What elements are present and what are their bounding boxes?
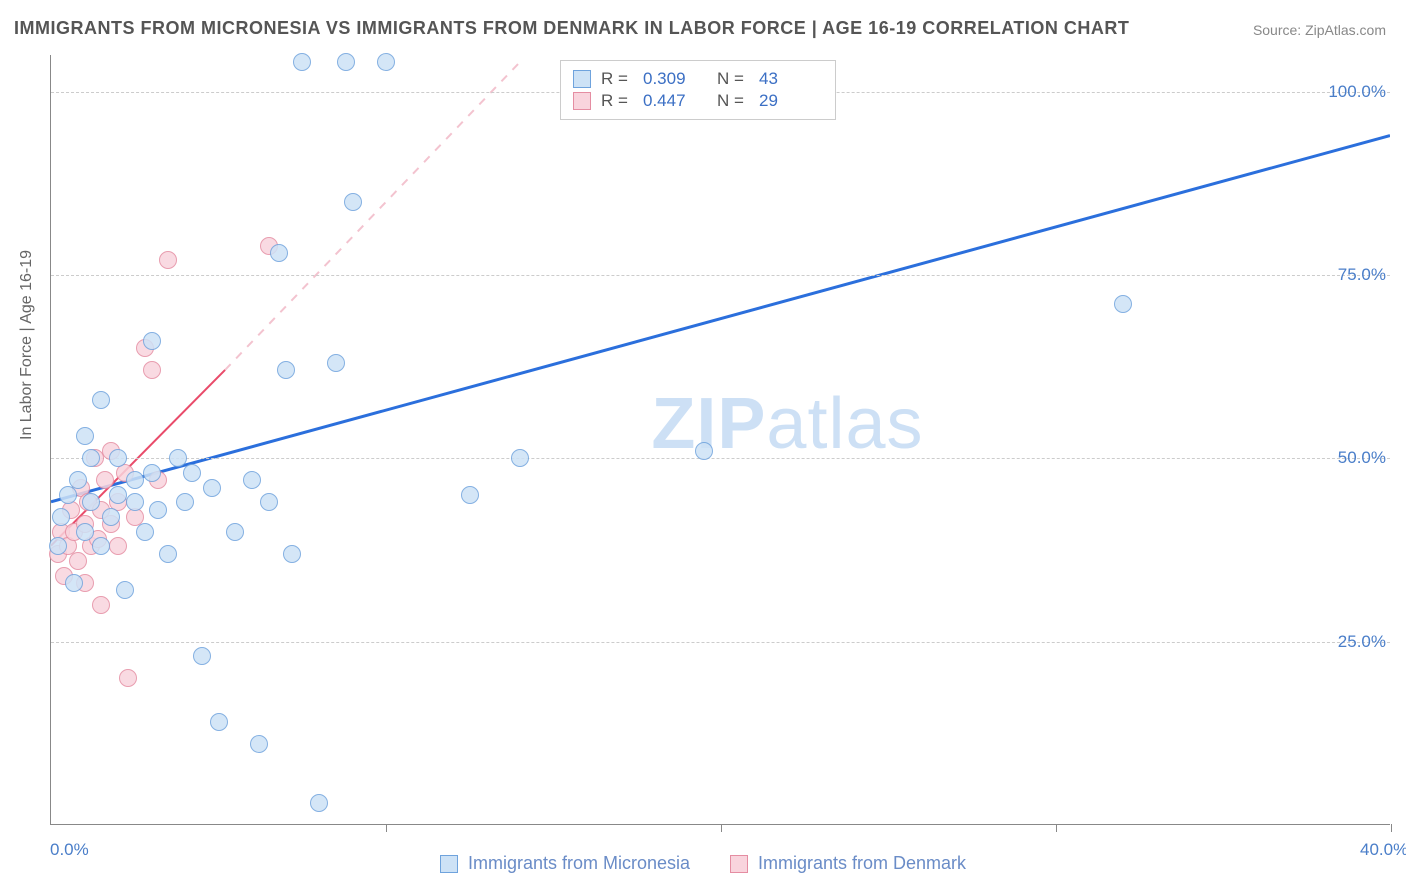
y-axis-label: In Labor Force | Age 16-19 xyxy=(18,250,36,440)
r-label: R = xyxy=(601,69,633,89)
micronesia-point xyxy=(183,464,201,482)
x-tick xyxy=(721,824,722,832)
micronesia-point xyxy=(92,537,110,555)
legend-item-micronesia: Immigrants from Micronesia xyxy=(440,853,690,874)
chart-container: IMMIGRANTS FROM MICRONESIA VS IMMIGRANTS… xyxy=(0,0,1406,892)
source-label: Source: ZipAtlas.com xyxy=(1253,22,1386,38)
watermark-light: atlas xyxy=(766,384,923,464)
micronesia-point xyxy=(250,735,268,753)
x-tick xyxy=(1056,824,1057,832)
r-value-denmark: 0.447 xyxy=(643,91,707,111)
micronesia-point xyxy=(1114,295,1132,313)
x-tick-label: 40.0% xyxy=(1360,840,1406,860)
micronesia-point xyxy=(243,471,261,489)
micronesia-point xyxy=(169,449,187,467)
micronesia-point xyxy=(92,391,110,409)
micronesia-point xyxy=(116,581,134,599)
micronesia-point xyxy=(203,479,221,497)
micronesia-point xyxy=(143,464,161,482)
micronesia-point xyxy=(283,545,301,563)
micronesia-point xyxy=(461,486,479,504)
legend-label-micronesia: Immigrants from Micronesia xyxy=(468,853,690,874)
micronesia-point xyxy=(270,244,288,262)
micronesia-point xyxy=(176,493,194,511)
denmark-point xyxy=(119,669,137,687)
denmark-point xyxy=(96,471,114,489)
legend-label-denmark: Immigrants from Denmark xyxy=(758,853,966,874)
micronesia-point xyxy=(49,537,67,555)
x-tick xyxy=(1391,824,1392,832)
plot-area: ZIPatlas xyxy=(50,55,1390,825)
n-label: N = xyxy=(717,91,749,111)
legend-series: Immigrants from Micronesia Immigrants fr… xyxy=(0,853,1406,874)
y-tick-label: 75.0% xyxy=(1338,265,1386,285)
trend-lines xyxy=(51,55,1390,824)
micronesia-point xyxy=(76,427,94,445)
micronesia-point xyxy=(293,53,311,71)
x-tick xyxy=(386,824,387,832)
micronesia-point xyxy=(226,523,244,541)
micronesia-point xyxy=(136,523,154,541)
micronesia-point xyxy=(377,53,395,71)
r-value-micronesia: 0.309 xyxy=(643,69,707,89)
swatch-micronesia xyxy=(573,70,591,88)
legend-correlation-box: R = 0.309 N = 43 R = 0.447 N = 29 xyxy=(560,60,836,120)
micronesia-point xyxy=(337,53,355,71)
n-value-micronesia: 43 xyxy=(759,69,823,89)
denmark-point xyxy=(143,361,161,379)
x-tick-label: 0.0% xyxy=(50,840,89,860)
chart-title: IMMIGRANTS FROM MICRONESIA VS IMMIGRANTS… xyxy=(14,18,1129,39)
swatch-micronesia xyxy=(440,855,458,873)
micronesia-point xyxy=(109,486,127,504)
micronesia-point xyxy=(65,574,83,592)
micronesia-point xyxy=(327,354,345,372)
denmark-point xyxy=(109,537,127,555)
micronesia-point xyxy=(260,493,278,511)
micronesia-point xyxy=(109,449,127,467)
micronesia-point xyxy=(76,523,94,541)
micronesia-point xyxy=(159,545,177,563)
micronesia-point xyxy=(126,471,144,489)
micronesia-point xyxy=(102,508,120,526)
micronesia-point xyxy=(82,449,100,467)
micronesia-point xyxy=(149,501,167,519)
swatch-denmark xyxy=(730,855,748,873)
micronesia-point xyxy=(82,493,100,511)
denmark-point xyxy=(159,251,177,269)
micronesia-point xyxy=(511,449,529,467)
micronesia-point xyxy=(143,332,161,350)
n-label: N = xyxy=(717,69,749,89)
micronesia-point xyxy=(277,361,295,379)
swatch-denmark xyxy=(573,92,591,110)
micronesia-point xyxy=(695,442,713,460)
grid-line xyxy=(51,275,1390,276)
micronesia-point xyxy=(52,508,70,526)
micronesia-point xyxy=(310,794,328,812)
r-label: R = xyxy=(601,91,633,111)
grid-line xyxy=(51,458,1390,459)
micronesia-point xyxy=(344,193,362,211)
legend-row-denmark: R = 0.447 N = 29 xyxy=(573,91,823,111)
y-tick-label: 50.0% xyxy=(1338,448,1386,468)
legend-row-micronesia: R = 0.309 N = 43 xyxy=(573,69,823,89)
denmark-point xyxy=(69,552,87,570)
grid-line xyxy=(51,642,1390,643)
micronesia-point xyxy=(210,713,228,731)
micronesia-point xyxy=(126,493,144,511)
legend-item-denmark: Immigrants from Denmark xyxy=(730,853,966,874)
micronesia-point xyxy=(69,471,87,489)
denmark-point xyxy=(92,596,110,614)
n-value-denmark: 29 xyxy=(759,91,823,111)
micronesia-point xyxy=(193,647,211,665)
y-tick-label: 100.0% xyxy=(1328,82,1386,102)
watermark: ZIPatlas xyxy=(651,383,923,465)
y-tick-label: 25.0% xyxy=(1338,632,1386,652)
